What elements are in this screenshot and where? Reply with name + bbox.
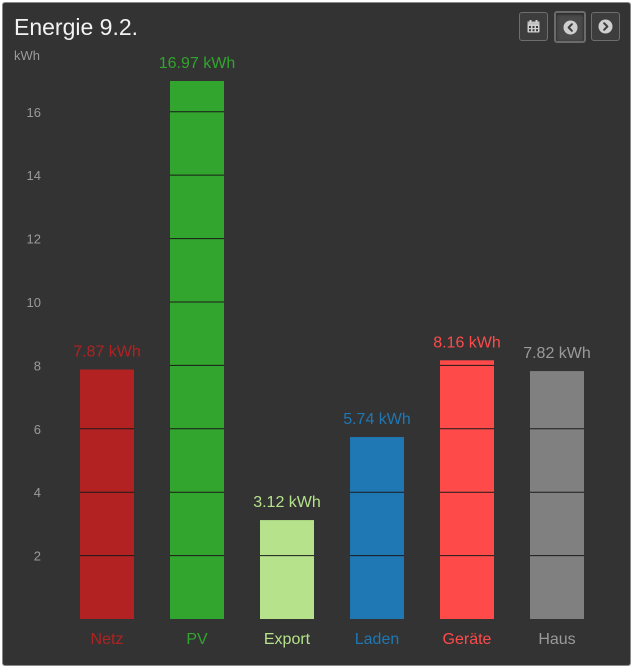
category-label: Geräte [443, 631, 492, 648]
chevron-right-circle-icon [598, 19, 613, 34]
value-label: 5.74 kWh [343, 411, 411, 428]
y-tick-label: 6 [34, 422, 41, 437]
y-tick-label: 14 [27, 168, 41, 183]
bar-export [260, 520, 314, 619]
y-axis-unit-label: kWh [14, 48, 40, 63]
value-label: 7.82 kWh [523, 345, 591, 362]
category-label: Export [264, 631, 311, 648]
category-label: PV [186, 631, 208, 648]
value-label: 7.87 kWh [73, 343, 141, 360]
bar-laden [350, 437, 404, 619]
category-label: Netz [91, 631, 124, 648]
y-tick-label: 8 [34, 358, 41, 373]
previous-day-button[interactable] [554, 11, 586, 43]
y-axis-ticks: 2 4 6 8 10 12 14 16 [27, 105, 41, 564]
chevron-left-circle-icon [563, 20, 577, 34]
value-labels: 7.87 kWh 16.97 kWh 3.12 kWh 5.74 kWh 8.16 kW… [73, 55, 591, 511]
y-tick-label: 2 [34, 549, 41, 564]
y-tick-label: 4 [34, 485, 41, 500]
calendar-icon [527, 20, 540, 33]
calendar-button[interactable] [519, 12, 548, 41]
value-label: 8.16 kWh [433, 334, 501, 351]
category-label: Laden [355, 631, 400, 648]
bar-netz [80, 369, 134, 619]
value-label: 16.97 kWh [159, 55, 235, 72]
panel-title: Energie 9.2. [14, 14, 139, 40]
y-tick-label: 16 [27, 105, 41, 120]
bar-haus [530, 371, 584, 619]
y-tick-label: 10 [27, 295, 41, 310]
next-day-button[interactable] [591, 12, 620, 41]
bars [80, 81, 584, 619]
category-labels: Netz PV Export Laden Geräte Haus [91, 631, 576, 648]
bar-geräte [440, 360, 494, 619]
y-tick-label: 12 [27, 232, 41, 247]
value-label: 3.12 kWh [253, 494, 321, 511]
category-label: Haus [538, 631, 575, 648]
bar-pv [170, 81, 224, 619]
